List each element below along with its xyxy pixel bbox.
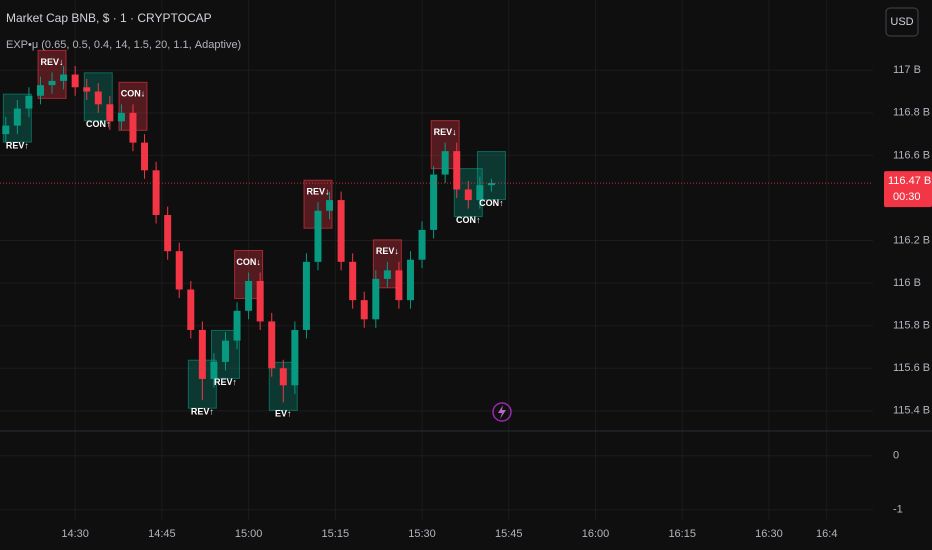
- x-tick-label: 15:45: [495, 528, 523, 540]
- signal-label: REV↓: [376, 246, 399, 256]
- y-tick-label: -1: [893, 504, 903, 516]
- x-tick-label: 14:30: [61, 528, 89, 540]
- candle-body: [302, 261, 310, 330]
- candle-body: [83, 87, 91, 92]
- x-tick-label: 16:15: [668, 528, 696, 540]
- candle-body: [326, 200, 334, 211]
- candle-body: [314, 210, 322, 262]
- candle-body: [453, 151, 461, 190]
- signal-label: EV↑: [275, 409, 292, 419]
- y-tick-label: 116 B: [893, 277, 921, 289]
- candle-body: [36, 85, 44, 96]
- currency-label[interactable]: USD: [890, 16, 913, 28]
- candle-body: [60, 74, 68, 81]
- candle-body: [210, 361, 218, 379]
- candle-body: [487, 183, 495, 186]
- candle-body: [25, 95, 33, 109]
- x-tick-label: 16:4: [816, 528, 837, 540]
- candle-body: [383, 270, 391, 279]
- candle-body: [141, 142, 149, 171]
- signal-label: CON↑: [456, 215, 481, 225]
- signal-label: REV↓: [434, 127, 457, 137]
- y-tick-label: 116.8 B: [893, 107, 930, 119]
- candle-body: [129, 112, 137, 143]
- y-tick-label: 116.6 B: [893, 149, 930, 161]
- price-scale: [873, 0, 932, 550]
- candle-body: [291, 329, 299, 386]
- candle-body: [395, 270, 403, 301]
- candle-body: [221, 340, 229, 362]
- plot: [0, 0, 873, 520]
- y-tick-label: 115.4 B: [893, 405, 930, 417]
- candle-body: [187, 289, 195, 330]
- candle-body: [349, 261, 357, 301]
- alert-bolt: [498, 405, 506, 419]
- last-price-box: [884, 171, 932, 208]
- candle-body: [441, 151, 449, 175]
- signal-label: REV↑: [6, 140, 29, 150]
- signal-label: REV↓: [41, 57, 64, 67]
- candle-body: [279, 368, 287, 386]
- candle-body: [268, 321, 276, 369]
- candle-body: [464, 189, 472, 201]
- y-tick-label: 0: [893, 450, 899, 462]
- indicator-label: EXP•μ (0.65, 0.5, 0.4, 14, 1.5, 20, 1.1,…: [6, 39, 241, 51]
- candle-body: [430, 174, 438, 230]
- x-tick-label: 15:30: [408, 528, 436, 540]
- x-tick-label: 16:30: [755, 528, 783, 540]
- currency-button[interactable]: [885, 7, 919, 37]
- candle-body: [418, 229, 426, 260]
- x-tick-label: 15:00: [235, 528, 263, 540]
- candle-body: [71, 74, 79, 88]
- candle-body: [106, 104, 114, 122]
- candle-body: [360, 300, 368, 320]
- signal-label: CON↓: [121, 89, 146, 99]
- signal-label: CON↓: [236, 257, 261, 267]
- candle-body: [337, 200, 345, 262]
- alert-icon[interactable]: [492, 402, 512, 422]
- x-tick-label: 14:45: [148, 528, 176, 540]
- candle-body: [164, 215, 172, 252]
- candle-body: [175, 251, 183, 290]
- chart-title: Market Cap BNB, $ · 1 · CRYPTOCAP: [6, 11, 212, 25]
- candle-body: [198, 329, 206, 379]
- y-tick-label: 115.6 B: [893, 362, 930, 374]
- y-tick-label: 116.2 B: [893, 234, 930, 246]
- candle-body: [152, 170, 160, 215]
- candle-body: [256, 280, 264, 322]
- candle-body: [406, 259, 414, 301]
- signal-label: CON↑: [86, 119, 111, 129]
- signal-label: REV↑: [214, 377, 237, 387]
- candle-body: [372, 278, 380, 320]
- signal-label: REV↓: [306, 187, 329, 197]
- candle-body: [245, 280, 253, 311]
- y-tick-label: 115.8 B: [893, 320, 930, 332]
- candle-body: [13, 108, 21, 126]
- y-tick-label: 117 B: [893, 64, 921, 76]
- candle-body: [117, 112, 125, 122]
- signal-label: REV↑: [191, 407, 214, 417]
- signal-label: CON↑: [479, 198, 504, 208]
- last-price-label: 116.47 B: [888, 175, 931, 187]
- x-tick-label: 15:15: [322, 528, 350, 540]
- countdown-label: 00:30: [893, 191, 921, 203]
- candle-body: [94, 91, 102, 105]
- candle-body: [48, 80, 56, 86]
- x-tick-label: 16:00: [582, 528, 610, 540]
- candle-body: [233, 310, 241, 341]
- candle-body: [2, 125, 10, 135]
- candle-body: [476, 185, 484, 201]
